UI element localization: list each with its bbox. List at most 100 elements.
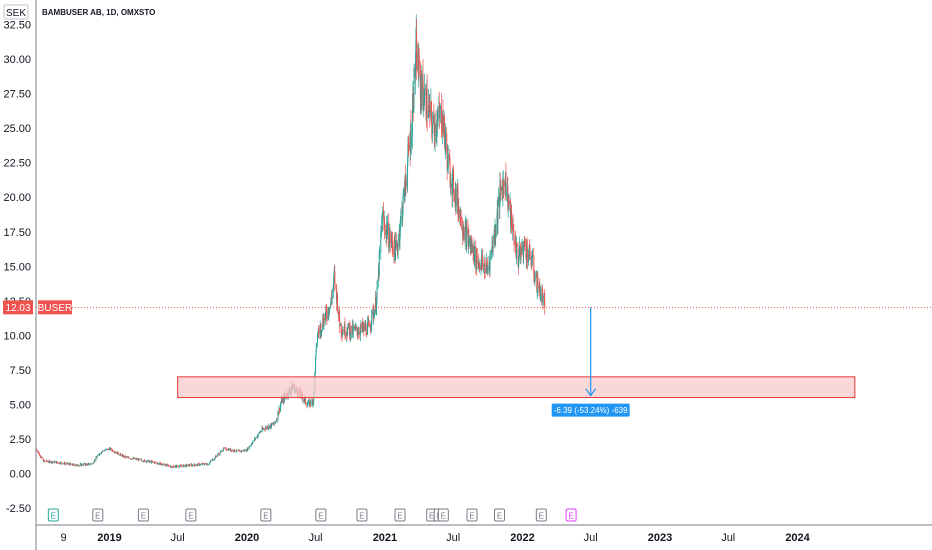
candle-body [84, 463, 86, 465]
candle-body [93, 461, 95, 463]
candle-body [98, 455, 100, 456]
candle-body [344, 323, 346, 336]
candle-body [261, 427, 263, 432]
event-marker-box[interactable] [47, 508, 59, 522]
candle-body [170, 466, 172, 468]
candle-body [489, 254, 491, 270]
candle-body [508, 201, 510, 204]
candle-body [440, 106, 442, 129]
candle-body [152, 461, 154, 463]
candle-body [162, 463, 164, 465]
candle-body [460, 224, 462, 228]
event-marker-box[interactable] [137, 508, 149, 522]
candle-body [112, 451, 114, 453]
candle-body [108, 448, 110, 450]
candle-body [360, 324, 362, 329]
candle-body [257, 435, 259, 437]
candle-body [267, 428, 269, 429]
ticker-tag-text: BUSER [38, 303, 72, 314]
candle-body [404, 176, 406, 184]
candle-body [521, 241, 523, 251]
currency-box[interactable]: SEK [3, 4, 29, 20]
candle-body [335, 283, 337, 286]
candle-body [453, 171, 455, 194]
candle-body [275, 421, 277, 422]
candle-body [91, 463, 93, 465]
event-marker-box[interactable] [437, 508, 449, 522]
candle-body [47, 461, 49, 463]
candle-body [82, 463, 84, 466]
candle-body [510, 211, 512, 223]
candle-body [474, 246, 476, 264]
candle-body [530, 256, 532, 266]
candle-body [257, 433, 259, 436]
candle-body [378, 252, 380, 276]
event-marker-label: E [95, 512, 100, 521]
candle-body [340, 323, 342, 334]
candle-body [407, 162, 409, 180]
candle-body [74, 464, 76, 466]
candle-body [130, 458, 132, 460]
candle-body [44, 460, 46, 462]
candle-body [391, 241, 393, 250]
candle-body [190, 464, 192, 466]
candle-body [193, 464, 195, 466]
candle-body [272, 423, 274, 425]
candle-body [210, 460, 212, 462]
candle-body [473, 247, 475, 261]
candle-body [180, 465, 182, 466]
candle-body [415, 41, 417, 65]
candle-body [102, 450, 104, 452]
event-marker-box[interactable] [466, 508, 478, 522]
candle-body [457, 189, 459, 212]
candle-body [329, 306, 331, 313]
candle-body [410, 124, 412, 147]
candle-body [307, 401, 309, 405]
event-marker-box[interactable] [394, 508, 406, 522]
candle-body [538, 282, 540, 294]
candle-body [422, 73, 424, 94]
candle-body [399, 231, 401, 241]
candle-body [247, 447, 249, 451]
candle-body [56, 461, 58, 463]
event-marker-box[interactable] [92, 508, 104, 522]
candle-body [183, 465, 185, 466]
candle-body [220, 451, 222, 453]
candle-body [454, 193, 456, 201]
candle-body [277, 411, 279, 421]
candle-body [370, 326, 372, 329]
candle-body [365, 333, 367, 335]
candle-body [428, 104, 430, 105]
candle-body [229, 448, 231, 451]
event-marker-box[interactable] [356, 508, 368, 522]
candle-body [149, 461, 151, 462]
candle-body [236, 449, 238, 451]
support-zone-rect[interactable] [177, 376, 856, 399]
event-marker-box[interactable] [315, 508, 327, 522]
candle-body [164, 464, 166, 466]
candle-body [45, 461, 47, 463]
candle-body [315, 343, 317, 351]
x-tick-label: Jul [446, 532, 460, 544]
candle-body [315, 358, 317, 372]
candle-body [507, 185, 509, 209]
candle-body [67, 463, 69, 465]
candle-body [252, 441, 254, 444]
event-marker-box[interactable] [535, 508, 547, 522]
event-marker-box[interactable] [565, 508, 577, 522]
candle-body [476, 255, 478, 264]
candle-body [426, 89, 428, 117]
candle-body [327, 308, 329, 315]
candle-body [280, 404, 282, 412]
event-marker-box[interactable] [260, 508, 272, 522]
candle-body [542, 295, 544, 305]
event-marker-box[interactable] [185, 508, 197, 522]
event-marker-label: E [263, 512, 268, 521]
x-tick-label: 2023 [648, 532, 672, 544]
event-marker-box[interactable] [493, 508, 505, 522]
candle-body [375, 308, 377, 312]
candle-body [526, 248, 528, 262]
candle-body [169, 465, 171, 467]
candle-body [482, 256, 484, 267]
